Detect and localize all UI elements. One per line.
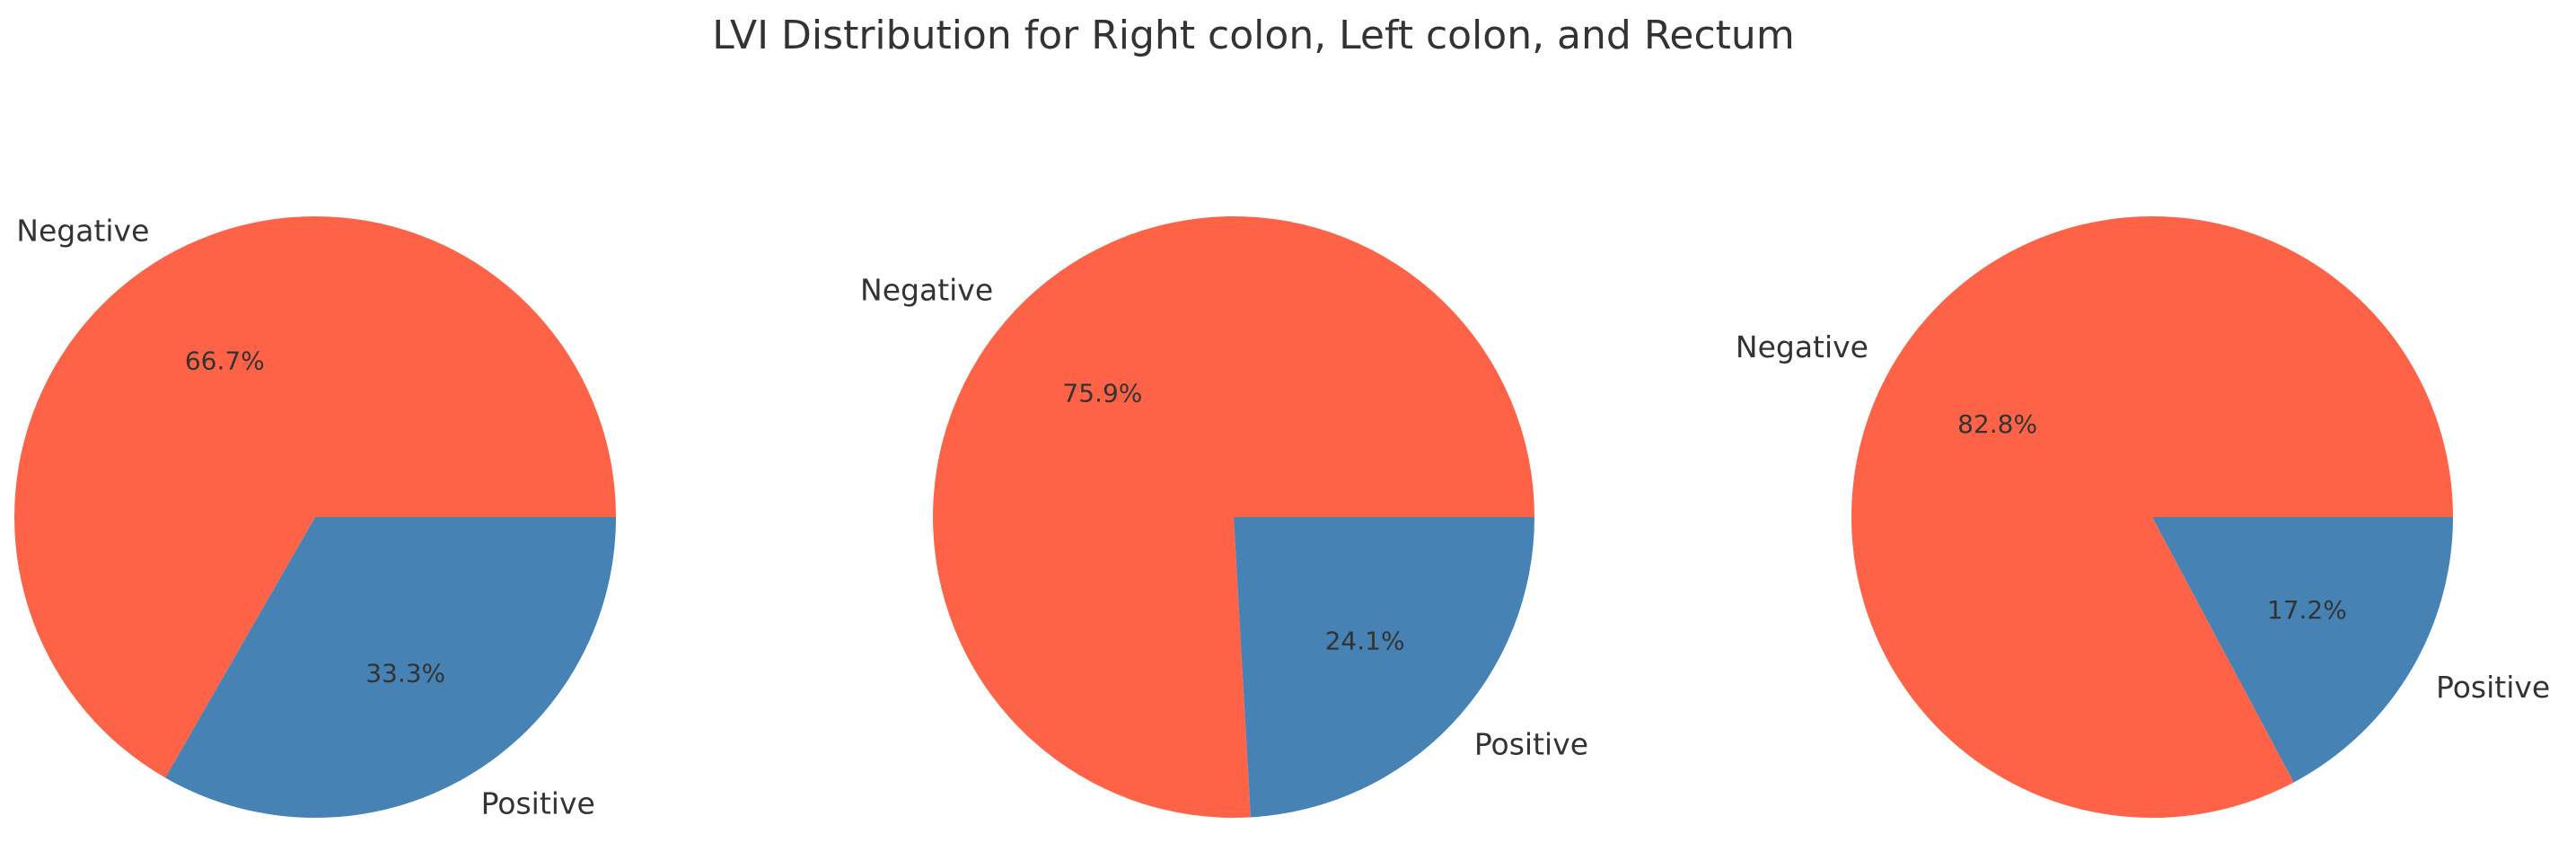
slice-label-positive: Positive xyxy=(2436,670,2550,705)
pct-label-positive: 17.2% xyxy=(2267,595,2347,625)
slice-label-negative: Negative xyxy=(860,272,993,307)
pct-label-positive: 33.3% xyxy=(365,658,445,688)
slice-label-positive: Positive xyxy=(1474,727,1588,762)
pct-label-negative: 66.7% xyxy=(185,346,265,376)
figure-title: LVI Distribution for Right colon, Left c… xyxy=(712,13,1794,58)
pie-chart-1: Negative 66.7% Positive 33.3% xyxy=(14,214,617,820)
pct-label-negative: 82.8% xyxy=(1957,409,2037,439)
pie-slice-positive xyxy=(1234,517,1534,818)
pie-charts: Negative 66.7% Positive 33.3% Negative 75.9% P… xyxy=(14,214,2550,820)
pct-label-negative: 75.9% xyxy=(1062,378,1142,408)
pie-chart-3: Negative 82.8% Positive 17.2% xyxy=(1736,216,2550,819)
pie-chart-2: Negative 75.9% Positive 24.1% xyxy=(860,215,1588,818)
pie-slice-positive xyxy=(2152,517,2453,783)
slice-label-positive: Positive xyxy=(481,785,595,820)
pie-slice-negative xyxy=(14,216,617,778)
slice-label-negative: Negative xyxy=(16,214,149,249)
pie-slice-positive xyxy=(165,517,617,818)
slice-label-negative: Negative xyxy=(1736,329,1868,364)
pct-label-positive: 24.1% xyxy=(1325,627,1405,656)
